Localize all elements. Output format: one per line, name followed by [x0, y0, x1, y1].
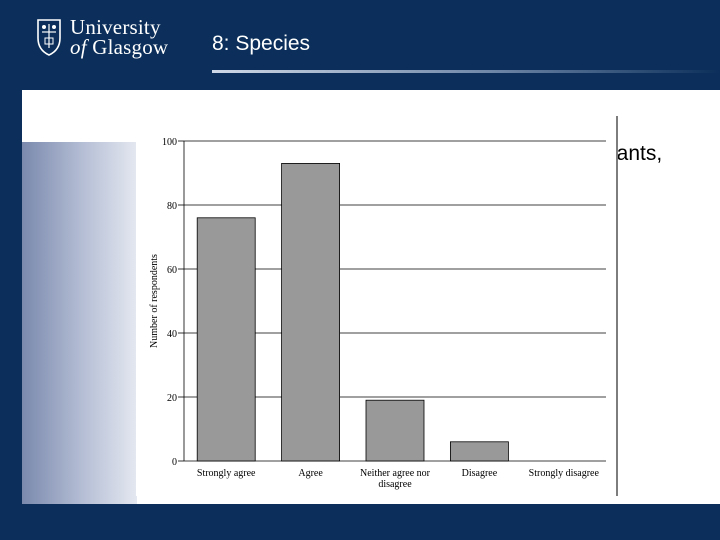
logo-text-glasgow: of Glasgow — [70, 37, 168, 58]
slide-footer — [0, 504, 720, 540]
y-tick-label-3: 60 — [167, 265, 177, 276]
y-tick-label-5: 100 — [162, 137, 177, 148]
university-logo: University of Glasgow — [36, 15, 216, 60]
bar-3 — [449, 441, 509, 462]
bar-chart: 0 20 40 60 80 100 Strongly agree Agree Neither a… — [149, 137, 606, 490]
y-tick-label-1: 20 — [167, 393, 177, 404]
x-tick-label-3: Disagree — [462, 468, 498, 479]
y-tick-label-0: 0 — [172, 457, 177, 468]
slide-header: University of Glasgow 8: Species — [0, 0, 720, 90]
y-tick-label-2: 40 — [167, 329, 177, 340]
title-underline — [212, 70, 720, 73]
bar-1 — [281, 163, 341, 462]
y-tick-label-4: 80 — [167, 201, 177, 212]
x-tick-label-4: Strongly disagree — [529, 468, 600, 479]
x-tick-label-2: Neither agree nor — [360, 468, 431, 479]
logo-text-university: University — [70, 15, 161, 39]
side-gradient-decoration — [22, 142, 137, 504]
x-tick-label-1: Agree — [298, 468, 323, 479]
y-axis-label: Number of respondents — [149, 254, 160, 348]
bar-chart-panel: 0 20 40 60 80 100 Strongly agree Agree Neither a… — [136, 116, 618, 496]
bar-0 — [196, 217, 256, 462]
logo-text-glasgow-word: Glasgow — [92, 35, 169, 59]
background-text-fragment: lants, — [612, 142, 663, 165]
logo-text-of: of — [70, 35, 87, 59]
x-tick-label-0: Strongly agree — [197, 468, 256, 479]
bar-2 — [365, 399, 425, 462]
slide-title: 8: Species — [212, 32, 311, 55]
crest-icon — [37, 19, 61, 56]
x-tick-label-2-line2: disagree — [378, 479, 412, 490]
